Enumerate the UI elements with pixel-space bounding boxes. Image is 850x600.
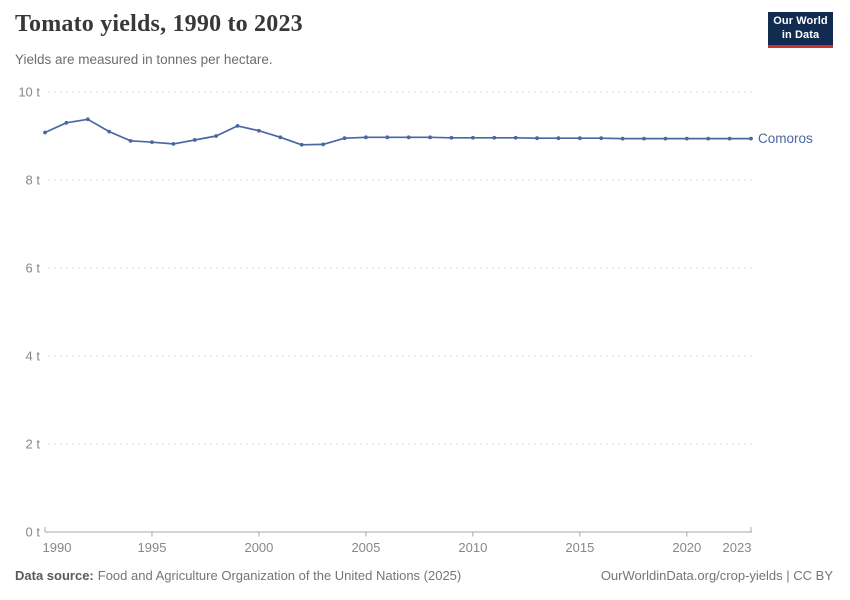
data-source-label: Data source: (15, 568, 94, 583)
data-point (64, 120, 69, 125)
page-subtitle: Yields are measured in tonnes per hectar… (15, 52, 273, 67)
data-point (299, 142, 304, 147)
data-point (706, 136, 711, 141)
x-tick-label: 2020 (672, 540, 701, 555)
credit: OurWorldinData.org/crop-yields | CC BY (601, 568, 833, 583)
data-point (278, 135, 283, 140)
data-point (577, 136, 582, 141)
data-point (150, 140, 154, 145)
credit-separator: | (782, 568, 794, 583)
data-point (470, 135, 475, 140)
data-point (107, 129, 112, 134)
data-point (727, 136, 732, 141)
data-source: Data source: Food and Agriculture Organiz… (15, 568, 461, 583)
y-tick-label: 6 t (26, 261, 41, 276)
x-tick-label: 2010 (458, 540, 487, 555)
data-point (620, 136, 625, 141)
data-point (513, 135, 518, 140)
data-point (364, 135, 368, 140)
data-point (128, 138, 133, 143)
logo-line-2: in Data (781, 28, 820, 41)
license-text: CC BY (793, 568, 833, 583)
x-tick-label: 1995 (138, 540, 167, 555)
y-tick-label: 8 t (26, 173, 41, 188)
chart-footer: Data source: Food and Agriculture Organiz… (15, 568, 833, 583)
data-point (749, 136, 753, 141)
y-tick-label: 0 t (26, 525, 41, 540)
data-point (171, 142, 176, 146)
data-point (663, 136, 668, 141)
x-tick-label: 2000 (244, 540, 273, 555)
data-point (235, 123, 240, 128)
data-source-text: Food and Agriculture Organization of the… (97, 568, 462, 583)
data-point (684, 136, 689, 141)
data-point (556, 136, 561, 141)
x-tick-label: 1990 (43, 540, 72, 555)
x-tick-label: 2005 (351, 540, 380, 555)
data-point (535, 136, 539, 141)
credit-link[interactable]: OurWorldinData.org/crop-yields (600, 568, 783, 583)
data-point (85, 117, 90, 122)
data-point (449, 135, 454, 140)
data-point (599, 136, 604, 141)
owid-logo[interactable]: Our World in Data (768, 12, 833, 48)
x-tick-label: 2023 (723, 540, 752, 555)
data-point (321, 142, 326, 147)
data-point (492, 135, 497, 140)
y-tick-label: 10 t (18, 85, 40, 100)
series-label: Comoros (758, 131, 813, 146)
data-point (257, 128, 261, 133)
data-point (385, 135, 390, 140)
data-point (192, 138, 197, 142)
data-point (342, 136, 347, 141)
data-point (43, 130, 47, 135)
data-point (406, 135, 411, 140)
y-tick-label: 4 t (26, 349, 41, 364)
page-title: Tomato yields, 1990 to 2023 (15, 11, 303, 37)
logo-line-1: Our World (773, 14, 828, 27)
x-tick-label: 2015 (565, 540, 594, 555)
data-point (214, 134, 219, 138)
data-point (642, 136, 646, 141)
series-line (44, 118, 752, 146)
data-point (428, 135, 432, 140)
y-tick-label: 2 t (26, 437, 41, 452)
